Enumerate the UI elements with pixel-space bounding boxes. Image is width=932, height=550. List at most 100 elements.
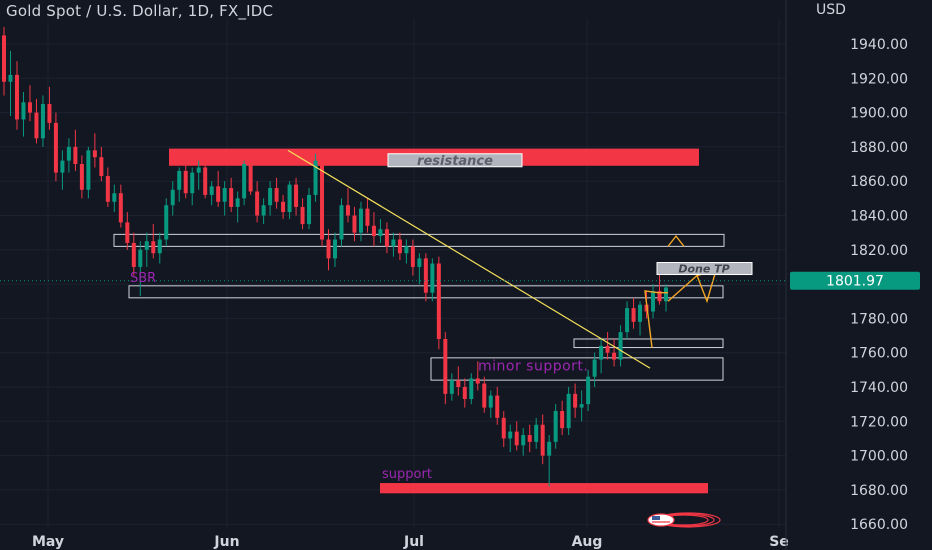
candle-body: [40, 104, 45, 139]
candle-body: [339, 205, 344, 240]
candle-body: [112, 193, 117, 202]
candle-body: [404, 246, 409, 254]
candle-body: [229, 188, 234, 207]
candle-body: [391, 239, 396, 247]
candle-body: [177, 170, 182, 190]
candle-body: [287, 184, 292, 213]
candle: [352, 206, 357, 242]
candle: [216, 170, 221, 207]
y-tick-label: 1820.00: [850, 243, 908, 259]
candle-body: [183, 170, 188, 194]
candle: [521, 428, 526, 456]
candle-body: [274, 188, 279, 202]
candle: [105, 167, 110, 207]
candle: [553, 404, 558, 449]
candle-body: [560, 411, 565, 429]
upper-level-box: [113, 233, 725, 247]
candle: [203, 160, 208, 199]
candle: [664, 284, 668, 312]
candle-body: [27, 102, 32, 113]
candle-body: [612, 352, 617, 360]
candle-body: [79, 164, 84, 190]
done-tp-label: Done TP: [678, 263, 729, 276]
y-tick-label: 1680.00: [850, 483, 908, 499]
candle-body: [151, 241, 156, 254]
candle: [183, 157, 188, 199]
event-flag-icon: [647, 512, 721, 528]
candle-body: [144, 241, 149, 250]
candle: [430, 258, 435, 302]
candle-body: [138, 249, 143, 267]
candle: [631, 297, 636, 329]
candle: [138, 241, 143, 297]
candle: [255, 181, 260, 223]
candle: [625, 301, 630, 339]
candle: [657, 273, 662, 305]
candle-body: [436, 263, 441, 339]
candle: [540, 414, 545, 465]
candle-body: [105, 176, 110, 202]
candle-body: [209, 186, 214, 195]
candle-body: [495, 395, 500, 418]
candle: [14, 61, 19, 130]
x-tick-label: May: [32, 534, 64, 550]
candle: [92, 133, 97, 168]
x-tick-label: Jun: [213, 534, 239, 550]
candle: [307, 188, 312, 230]
candle-body: [566, 393, 571, 429]
candle-body: [501, 417, 506, 439]
candle: [547, 435, 552, 487]
y-tick-label: 1780.00: [850, 311, 908, 327]
y-tick-label: 1860.00: [850, 174, 908, 190]
resistance-label: resistance: [417, 154, 493, 169]
candle: [326, 229, 331, 271]
candle: [605, 332, 610, 360]
y-tick-label: 1920.00: [850, 71, 908, 87]
minor-support-box: [430, 357, 724, 381]
currency-label: USD: [816, 2, 846, 18]
candle-body: [378, 229, 383, 237]
event-flag-canton: [652, 516, 660, 520]
candle: [358, 201, 363, 242]
candle: [34, 98, 39, 144]
candle: [222, 181, 227, 216]
candle: [268, 181, 273, 216]
candle: [423, 253, 428, 302]
candle-body: [508, 431, 513, 439]
candle-body: [300, 206, 305, 225]
candle-body: [131, 242, 136, 267]
candle: [404, 239, 409, 264]
candle-body: [190, 172, 195, 194]
last-price-badge: [790, 271, 920, 290]
candle-body: [2, 35, 6, 82]
candle-body: [547, 441, 552, 456]
candle: [2, 26, 6, 96]
candle-body: [371, 225, 376, 237]
candle-body: [605, 345, 610, 353]
y-tick-label: 1900.00: [850, 106, 908, 122]
candle-body: [651, 290, 656, 312]
candle-body: [358, 208, 363, 233]
y-tick-label: 1720.00: [850, 414, 908, 430]
candle-body: [384, 229, 389, 247]
candle: [482, 376, 487, 413]
candle: [60, 150, 65, 190]
candle: [495, 387, 500, 425]
candle-body: [157, 239, 162, 254]
candle-body: [449, 380, 454, 394]
candle-body: [164, 205, 169, 240]
candle-body: [47, 104, 52, 123]
candle-body: [222, 188, 227, 202]
candle-body: [456, 380, 461, 387]
candle: [417, 253, 422, 285]
candle: [560, 400, 565, 436]
candle: [501, 411, 506, 448]
candle-body: [638, 304, 643, 322]
candle-body: [294, 184, 299, 207]
candle: [125, 212, 130, 250]
candle-body: [521, 435, 526, 446]
candle-body: [553, 411, 558, 442]
y-tick-label: 1760.00: [850, 346, 908, 362]
